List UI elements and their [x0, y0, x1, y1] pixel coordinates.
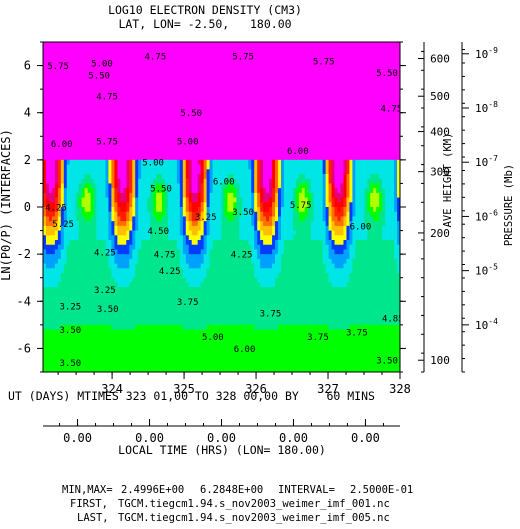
chart-subtitle: LAT, LON= -2.50, 180.00 [118, 17, 291, 31]
chart-title: LOG10 ELECTRON DENSITY (CM3) [108, 3, 302, 17]
density-contour-field [43, 42, 401, 373]
